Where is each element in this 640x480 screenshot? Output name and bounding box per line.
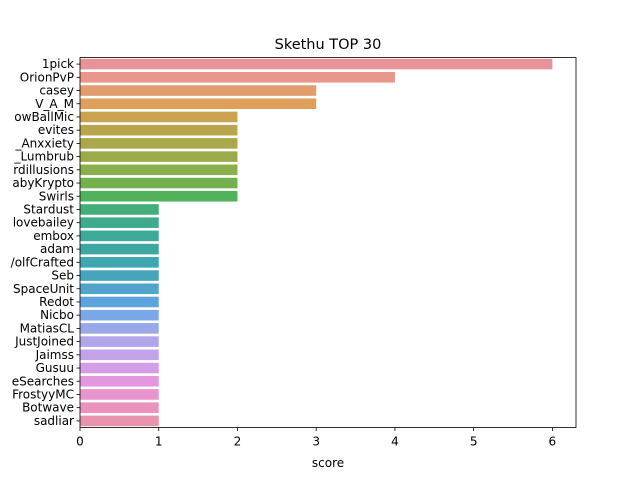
bar-6 <box>80 138 238 149</box>
bar-15 <box>80 257 159 268</box>
y-tick-label: V_A_M <box>35 97 74 111</box>
x-tick-label: 2 <box>234 435 242 449</box>
y-tick-label: lovebailey <box>13 216 74 230</box>
bar-24 <box>80 375 159 387</box>
bar-16 <box>80 270 159 281</box>
bar-27 <box>80 415 159 427</box>
bar-20 <box>80 323 159 334</box>
x-tick-label: 0 <box>76 435 84 449</box>
bar-12 <box>80 217 159 228</box>
y-tick-label: MatiasCL <box>20 321 75 335</box>
y-tick-label: Jaimss <box>35 348 74 362</box>
y-tick-label: embox <box>33 229 74 243</box>
y-tick-label: FrostyyMC <box>12 387 74 401</box>
y-tick-label: 1pick <box>42 57 74 71</box>
y-tick-label: adam <box>40 242 74 256</box>
bar-7 <box>80 151 238 162</box>
x-axis-label: score <box>312 456 344 470</box>
y-tick-label: Nicbo <box>40 308 74 322</box>
x-tick-label: 1 <box>155 435 163 449</box>
bar-13 <box>80 230 159 242</box>
x-ticks: 0 1 2 3 4 5 6 <box>76 427 557 449</box>
x-tick-label: 3 <box>312 435 320 449</box>
bar-14 <box>80 243 159 255</box>
y-tick-label: Botwave <box>22 401 74 415</box>
chart-title: Skethu TOP 30 <box>275 37 382 53</box>
bar-25 <box>80 389 159 400</box>
bar-21 <box>80 336 159 347</box>
y-tick-label: rdillusions <box>13 163 74 177</box>
y-tick-label: Stardust <box>23 202 74 216</box>
x-tick-label: 6 <box>549 435 557 449</box>
y-tick-label: _Lumbrub <box>13 150 74 164</box>
x-tick-label: 4 <box>391 435 399 449</box>
y-tick-label: Swirls <box>39 189 74 203</box>
y-tick-label: eSearches <box>12 374 74 388</box>
bar-3 <box>80 98 317 110</box>
y-tick-label: /olfCrafted <box>11 255 74 269</box>
bar-2 <box>80 85 317 96</box>
y-tick-label: SpaceUnit <box>13 282 74 296</box>
bar-10 <box>80 190 238 202</box>
bar-22 <box>80 349 159 361</box>
bar-0 <box>80 58 553 70</box>
bar-23 <box>80 362 159 374</box>
bar-18 <box>80 296 159 308</box>
bar-17 <box>80 283 159 295</box>
bar-9 <box>80 177 238 189</box>
y-tick-label: _Anxxiety <box>14 136 74 150</box>
y-tick-label: sadliar <box>34 414 74 428</box>
y-tick-label: Seb <box>51 269 74 283</box>
y-tick-label: OrionPvP <box>20 70 74 84</box>
bar-5 <box>80 124 238 136</box>
bars-group <box>80 58 553 427</box>
plot-frame <box>79 57 577 428</box>
y-tick-labels: 1pickOrionPvPcaseyV_A_MowBallMicevites_A… <box>11 57 80 428</box>
x-tick-label: 5 <box>470 435 478 449</box>
bar-26 <box>80 402 159 413</box>
bar-1 <box>80 72 395 83</box>
y-tick-label: Gusuu <box>36 361 74 375</box>
bar-4 <box>80 111 238 123</box>
y-tick-label: evites <box>38 123 74 137</box>
bar-19 <box>80 309 159 321</box>
y-tick-label: casey <box>39 84 74 98</box>
y-tick-label: JustJoined <box>14 335 74 349</box>
bar-8 <box>80 164 238 176</box>
bar-11 <box>80 204 159 215</box>
y-tick-label: Redot <box>39 295 74 309</box>
y-tick-label: abyKrypto <box>12 176 74 190</box>
y-tick-label: owBallMic <box>14 110 74 124</box>
